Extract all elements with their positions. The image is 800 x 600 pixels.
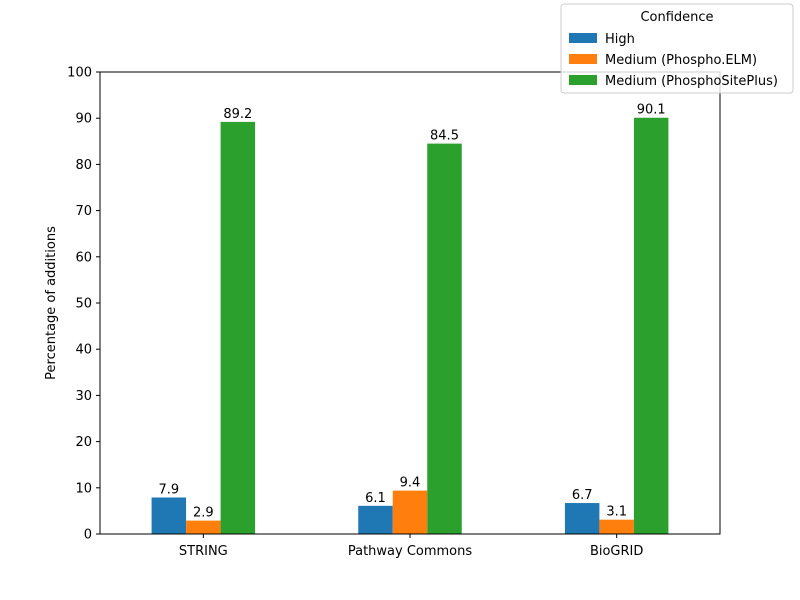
legend-swatch-2	[569, 75, 597, 85]
plot-frame	[99, 71, 721, 535]
data-label-0-2: 89.2	[223, 107, 252, 122]
bars-group	[151, 117, 669, 535]
data-label-2-1: 3.1	[606, 505, 627, 520]
legend-swatch-1	[569, 54, 597, 64]
y-tick-label-9: 90	[75, 112, 92, 127]
bar-2-1	[599, 519, 634, 534]
y-tick-label-0: 0	[84, 528, 92, 543]
legend-swatch-0	[569, 33, 597, 43]
data-label-1-2: 84.5	[430, 129, 459, 144]
bar-0-1	[186, 520, 221, 534]
x-tick-label-1: Pathway Commons	[348, 544, 473, 559]
bar-1-2	[427, 143, 462, 535]
y-tick-label-2: 20	[75, 435, 92, 450]
legend-label-1: Medium (Phospho.ELM)	[605, 53, 757, 68]
y-axis: 0 10 20 30 40 50 60 70 80 90 100	[67, 66, 100, 543]
legend-label-0: High	[605, 32, 635, 47]
data-label-2-2: 90.1	[637, 103, 666, 118]
x-tick-label-2: BioGRID	[590, 544, 643, 559]
y-tick-label-8: 80	[75, 158, 92, 173]
bar-1-0	[358, 505, 393, 534]
y-tick-label-10: 100	[67, 66, 92, 81]
bar-2-2	[633, 117, 669, 534]
x-tick-label-0: STRING	[179, 544, 228, 559]
y-tick-label-3: 30	[75, 389, 92, 404]
legend: Confidence High Medium (Phospho.ELM) Mediu…	[560, 3, 794, 94]
data-labels-group: 7.9 2.9 89.2 6.1 9.4 84.5 6.7 3.1 90.1	[158, 103, 665, 521]
y-axis-title: Percentage of additions	[44, 226, 59, 380]
bar-2-0	[564, 503, 600, 534]
x-axis: STRING Pathway Commons BioGRID	[179, 534, 643, 559]
y-tick-label-6: 60	[75, 250, 92, 265]
y-tick-label-7: 70	[75, 204, 92, 219]
legend-title: Confidence	[640, 10, 713, 25]
y-tick-label-1: 10	[75, 481, 92, 496]
legend-box	[560, 3, 794, 94]
bar-1-1	[392, 490, 428, 534]
y-tick-label-4: 40	[75, 343, 92, 358]
data-label-1-0: 6.1	[365, 491, 386, 506]
bar-0-2	[220, 121, 256, 535]
legend-items: High Medium (Phospho.ELM) Medium (PhosphoS…	[569, 32, 778, 89]
data-label-1-1: 9.4	[400, 476, 421, 491]
data-label-0-1: 2.9	[193, 506, 214, 521]
y-tick-label-5: 50	[75, 297, 92, 312]
data-label-2-0: 6.7	[572, 488, 593, 503]
legend-label-2: Medium (PhosphoSitePlus)	[605, 74, 778, 89]
bar-0-0	[151, 497, 187, 534]
data-label-0-0: 7.9	[158, 483, 179, 498]
